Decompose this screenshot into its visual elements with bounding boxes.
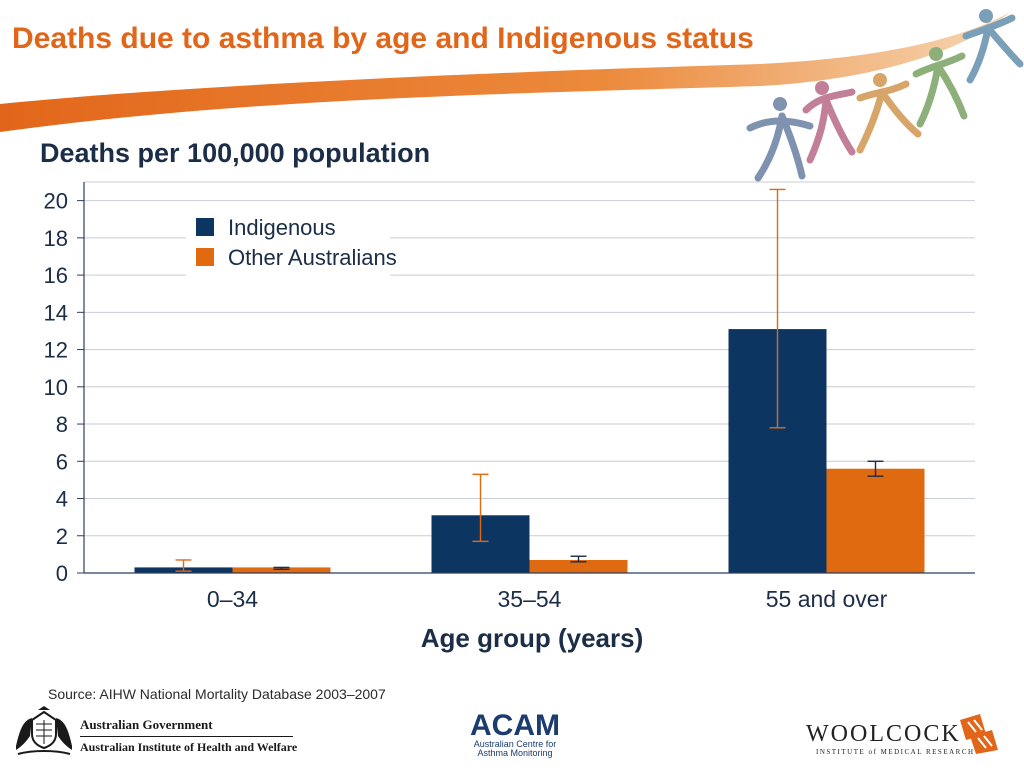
- figure-blue-icon: [746, 97, 814, 182]
- y-tick-label: 6: [56, 449, 68, 474]
- y-tick-label: 2: [56, 524, 68, 549]
- chart-legend: Indigenous Other Australians: [186, 208, 397, 276]
- woolcock-subtitle: INSTITUTE of MEDICAL RESEARCH: [816, 748, 975, 756]
- legend-swatch: [196, 248, 214, 266]
- y-tick-label: 14: [44, 300, 68, 325]
- acam-subtitle-line1: Australian Centre for: [473, 739, 557, 749]
- figure-pink-icon: [802, 81, 856, 164]
- chart-title: Deaths per 100,000 population: [40, 138, 430, 168]
- x-tick-label: 35–54: [498, 586, 562, 612]
- woolcock-wordmark: WOOLCOCK: [806, 721, 961, 747]
- chart-error-bars: [175, 188, 884, 572]
- legend-swatch: [196, 218, 214, 236]
- slide-title: Deaths due to asthma by age and Indigeno…: [12, 22, 754, 55]
- gov-divider: [80, 736, 293, 737]
- aihw-logo: Australian Government Australian Institu…: [12, 706, 312, 762]
- acam-subtitle-line2: Asthma Monitoring: [477, 748, 553, 758]
- acam-wordmark: ACAM: [470, 709, 560, 742]
- figure-green-icon: [912, 47, 968, 128]
- asthma-deaths-bar-chart: Deaths per 100,000 population 0 2 4 6 8 10 12 1…: [40, 138, 975, 653]
- source-note: Source: AIHW National Mortality Database…: [48, 686, 386, 702]
- y-tick-label: 10: [44, 375, 68, 400]
- legend-background: [186, 208, 390, 276]
- bar-other-australians: [529, 559, 628, 573]
- figure-teal-icon: [962, 9, 1024, 84]
- bar-other-australians: [232, 567, 331, 573]
- x-axis-label: Age group (years): [421, 623, 644, 653]
- y-tick-label: 8: [56, 412, 68, 437]
- y-tick-label: 0: [56, 561, 68, 586]
- x-axis-tick-labels: 0–34 35–54 55 and over: [207, 586, 888, 612]
- y-axis-ticks: 0 2 4 6 8 10 12 14 16 18 20: [44, 189, 84, 586]
- y-tick-label: 12: [44, 338, 68, 363]
- woolcock-logo: WOOLCOCK INSTITUTE of MEDICAL RESEARCH: [806, 712, 1006, 762]
- chart-bars: [134, 329, 925, 573]
- x-tick-label: 0–34: [207, 586, 258, 612]
- coat-of-arms-icon: [16, 706, 72, 755]
- aihw-name: Australian Institute of Health and Welfa…: [80, 740, 298, 754]
- people-figures-decoration: [746, 9, 1024, 182]
- chart-axes: [83, 182, 975, 574]
- y-tick-label: 18: [44, 226, 68, 251]
- woolcock-lung-mark-icon: [960, 714, 998, 754]
- y-tick-label: 4: [56, 487, 68, 512]
- bar-other-australians: [826, 468, 925, 573]
- legend-label: Indigenous: [228, 215, 336, 240]
- legend-label: Other Australians: [228, 245, 397, 270]
- gov-name: Australian Government: [80, 717, 213, 732]
- x-tick-label: 55 and over: [766, 586, 888, 612]
- figure-orange-icon: [856, 73, 922, 154]
- acam-logo: ACAM Australian Centre for Asthma Monito…: [455, 709, 575, 764]
- header-swoosh: [0, 12, 1010, 132]
- y-tick-label: 20: [44, 189, 68, 214]
- y-tick-label: 16: [44, 263, 68, 288]
